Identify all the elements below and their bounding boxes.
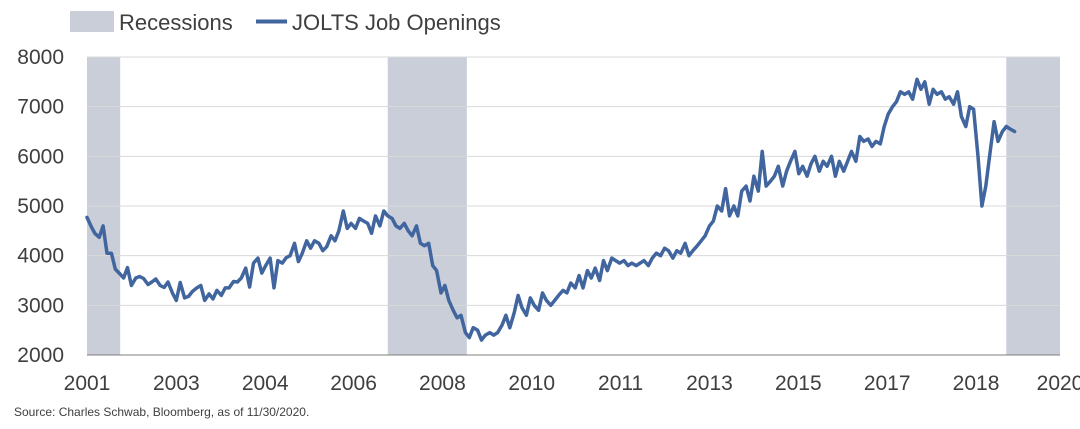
x-tick-label-6: 2011 <box>598 372 643 395</box>
x-tick-label-9: 2017 <box>864 372 911 395</box>
y-tick-label-8000: 8000 <box>17 46 64 69</box>
x-tick-label-10: 2018 <box>953 372 1000 395</box>
x-tick-label-8: 2015 <box>775 372 822 395</box>
x-tick-label-7: 2013 <box>686 372 733 395</box>
x-tick-label-3: 2006 <box>330 372 377 395</box>
x-tick-label-2: 2004 <box>242 372 289 395</box>
y-tick-label-5000: 5000 <box>17 195 64 218</box>
x-tick-label-1: 2003 <box>153 372 200 395</box>
legend: Recessions JOLTS Job Openings <box>70 10 501 35</box>
y-tick-label-3000: 3000 <box>17 294 64 317</box>
series-line-1 <box>85 77 1017 342</box>
y-tick-label-7000: 7000 <box>17 96 64 119</box>
series-layer <box>85 77 1017 342</box>
y-axis: 2000 3000 4000 5000 6000 7000 8000 <box>17 46 64 367</box>
source-note: Source: Charles Schwab, Bloomberg, as of… <box>14 405 309 419</box>
y-tick-label-6000: 6000 <box>17 145 64 168</box>
legend-recessions-swatch <box>70 11 114 32</box>
x-tick-label-11: 2020 <box>1037 372 1080 395</box>
y-tick-label-2000: 2000 <box>17 344 64 367</box>
x-tick-label-4: 2008 <box>419 372 466 395</box>
gridlines <box>87 56 1060 356</box>
legend-recessions-label: Recessions <box>119 10 233 35</box>
legend-jolts-label: JOLTS Job Openings <box>292 10 501 35</box>
x-tick-label-5: 2010 <box>508 372 555 395</box>
x-tick-label-0: 2001 <box>64 372 111 395</box>
y-tick-label-4000: 4000 <box>17 245 64 268</box>
x-axis: 2001 2003 2004 2006 2008 2010 2011 2013 2015 2017… <box>64 372 1080 395</box>
